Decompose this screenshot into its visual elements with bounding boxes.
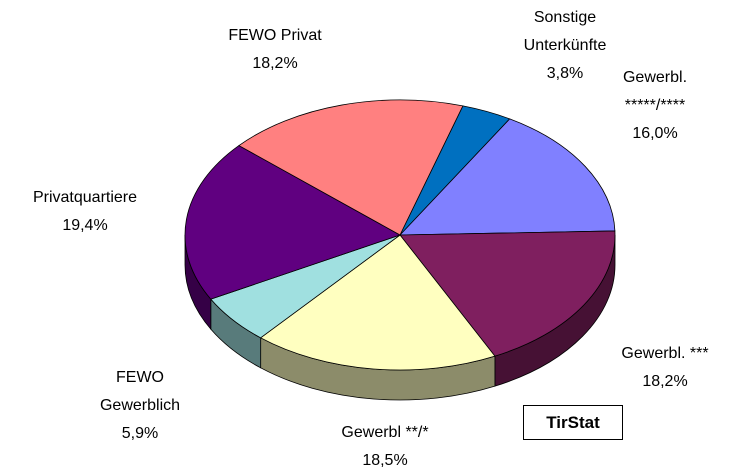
category-label: FEWO Gewerblich bbox=[99, 369, 181, 414]
category-label: Gewerbl **/* bbox=[341, 424, 429, 441]
slice bbox=[184, 145, 401, 300]
value-label: 3,8% bbox=[546, 65, 584, 82]
value-label: 18,2% bbox=[642, 373, 688, 390]
slice bbox=[238, 99, 464, 236]
annotation: TirStat bbox=[523, 405, 623, 440]
value-label: 5,9% bbox=[121, 425, 159, 442]
slice bbox=[399, 118, 616, 236]
slice-label: Privatquartiere 19,4% bbox=[5, 184, 165, 240]
category-label: Gewerbl. *****/**** bbox=[622, 69, 688, 114]
slice-label: FEWO Gewerblich 5,9% bbox=[90, 364, 190, 448]
category-label: Privatquartiere bbox=[32, 189, 138, 206]
value-label: 18,2% bbox=[252, 55, 298, 72]
category-label: Sonstige Unterkünfte bbox=[523, 9, 607, 54]
slice-label: Gewerbl. *** 18,2% bbox=[585, 340, 741, 396]
slice-label: Gewerbl. *****/**** 16,0% bbox=[615, 64, 695, 148]
slice-label: Sonstige Unterkünfte 3,8% bbox=[510, 4, 620, 88]
slice-label: FEWO Privat 18,2% bbox=[195, 22, 355, 78]
slice-label: Gewerbl **/* 18,5% bbox=[305, 419, 465, 474]
value-label: 19,4% bbox=[62, 217, 108, 234]
category-label: FEWO Privat bbox=[228, 27, 322, 44]
category-label: Gewerbl. *** bbox=[621, 345, 709, 362]
value-label: 18,5% bbox=[362, 452, 408, 469]
value-label: 16,0% bbox=[632, 125, 678, 142]
slice bbox=[399, 230, 616, 357]
slice bbox=[259, 234, 496, 371]
